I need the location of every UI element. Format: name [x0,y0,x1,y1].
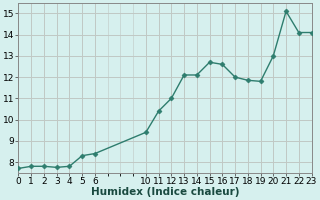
X-axis label: Humidex (Indice chaleur): Humidex (Indice chaleur) [91,187,239,197]
